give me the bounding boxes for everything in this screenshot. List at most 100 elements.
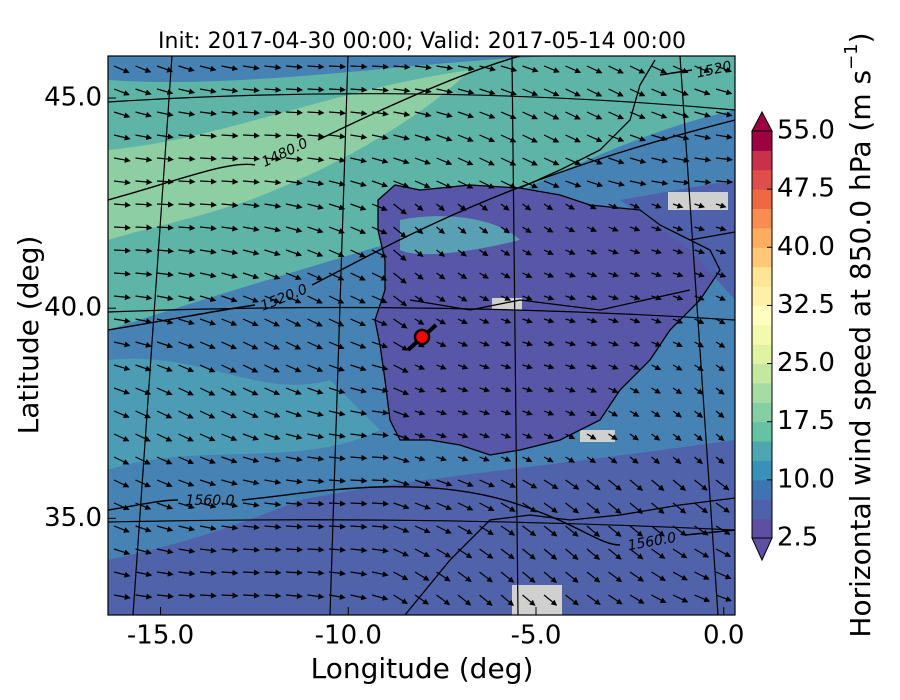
- wind-arrow: [285, 318, 302, 327]
- wind-arrow: [565, 88, 581, 97]
- wind-arrow: [586, 456, 597, 464]
- wind-arrow: [242, 109, 260, 116]
- wind-arrow: [500, 226, 510, 234]
- border: [409, 289, 691, 311]
- wind-arrow: [350, 364, 367, 372]
- wind-arrow: [586, 548, 601, 560]
- wind-arrow: [522, 134, 538, 143]
- wind-arrow: [457, 111, 475, 119]
- wind-arrow: [156, 387, 173, 396]
- wind-arrow: [113, 224, 131, 231]
- wind-arrow: [113, 433, 130, 442]
- wind-arrow: [221, 387, 237, 396]
- wind-arrow: [457, 134, 474, 142]
- wind-arrow: [565, 594, 579, 606]
- wind-arrow: [113, 594, 131, 600]
- wind-arrow: [586, 387, 598, 393]
- wind-arrow: [479, 295, 490, 302]
- wind-arrow: [629, 410, 640, 417]
- wind-arrow: [221, 524, 239, 531]
- wind-arrow: [178, 318, 195, 326]
- wind-arrow: [522, 363, 534, 370]
- wind-arrow: [135, 111, 152, 118]
- wind-arrow: [457, 318, 468, 324]
- colorbar-tick-label: 10.0: [777, 464, 835, 494]
- wind-arrow: [522, 340, 533, 347]
- wind-arrow: [629, 203, 641, 209]
- wind-arrow: [608, 387, 619, 393]
- wind-arrow: [156, 247, 174, 254]
- wind-arrow: [543, 88, 560, 97]
- wind-arrow: [414, 87, 432, 94]
- wind-arrow: [500, 203, 510, 211]
- wind-arrow: [199, 479, 217, 487]
- wind-arrow: [135, 571, 153, 578]
- colorbar-band: [752, 189, 772, 210]
- wind-arrow: [414, 295, 425, 303]
- wind-arrow: [393, 548, 409, 557]
- wind-arrow: [522, 386, 533, 393]
- wind-arrow: [199, 225, 217, 232]
- wind-arrow: [350, 272, 366, 281]
- wind-arrow: [672, 248, 684, 255]
- wind-arrow: [522, 456, 533, 462]
- colorbar-extend: [751, 110, 773, 132]
- wind-arrow: [328, 226, 345, 234]
- wind-arrow: [651, 571, 666, 582]
- wind-arrow: [522, 203, 532, 211]
- wind-arrow: [328, 432, 346, 439]
- wind-arrow: [307, 593, 325, 600]
- wind-arrow: [565, 363, 576, 370]
- wind-arrow: [178, 525, 196, 532]
- wind-arrow: [242, 64, 260, 71]
- wind-arrow: [371, 454, 389, 461]
- wind-arrow: [608, 525, 622, 537]
- wind-arrow: [715, 456, 725, 464]
- wind-arrow: [543, 111, 560, 120]
- wind-arrow: [393, 87, 411, 94]
- wind-arrow: [436, 203, 445, 212]
- wind-arrow: [242, 410, 259, 419]
- wind-arrow: [694, 202, 705, 209]
- wind-arrow: [672, 387, 683, 395]
- wind-arrow: [178, 224, 196, 231]
- wind-arrow: [565, 502, 579, 514]
- masked-area: [492, 298, 522, 310]
- wind-arrow: [436, 318, 447, 325]
- wind-arrow: [350, 500, 368, 507]
- wind-arrow: [694, 156, 712, 163]
- wind-arrow: [113, 65, 130, 74]
- wind-arrow: [479, 571, 493, 583]
- wind-arrow: [371, 272, 388, 281]
- colorbar-band: [752, 382, 772, 403]
- wind-arrow: [608, 134, 625, 142]
- wind-arrow: [586, 340, 598, 347]
- wind-arrow: [565, 386, 576, 393]
- wind-arrow: [436, 386, 447, 393]
- wind-arrow: [199, 201, 217, 208]
- colorbar-band: [752, 479, 772, 500]
- wind-arrow: [285, 364, 302, 373]
- wind-arrow: [672, 456, 682, 465]
- wind-arrow: [457, 409, 469, 416]
- wind-arrow: [543, 594, 558, 606]
- wind-arrow: [651, 202, 662, 209]
- wind-arrow: [285, 249, 303, 257]
- wind-arrow: [307, 180, 325, 187]
- wind-arrow: [221, 547, 239, 554]
- wind-arrow: [479, 157, 495, 166]
- wind-arrow: [651, 364, 662, 371]
- wind-arrow: [371, 571, 389, 578]
- wind-arrow: [608, 548, 622, 560]
- wind-arrow: [414, 64, 432, 71]
- masked-area: [668, 192, 728, 210]
- wind-arrow: [629, 571, 645, 582]
- wind-arrow: [672, 271, 684, 278]
- wind-arrow: [135, 178, 153, 185]
- wind-arrow: [500, 88, 517, 96]
- wind-arrow: [393, 433, 410, 441]
- wind-arrow: [565, 340, 576, 347]
- wind-arrow: [242, 318, 259, 327]
- wind-arrow: [264, 592, 282, 599]
- wind-arrow: [350, 226, 367, 235]
